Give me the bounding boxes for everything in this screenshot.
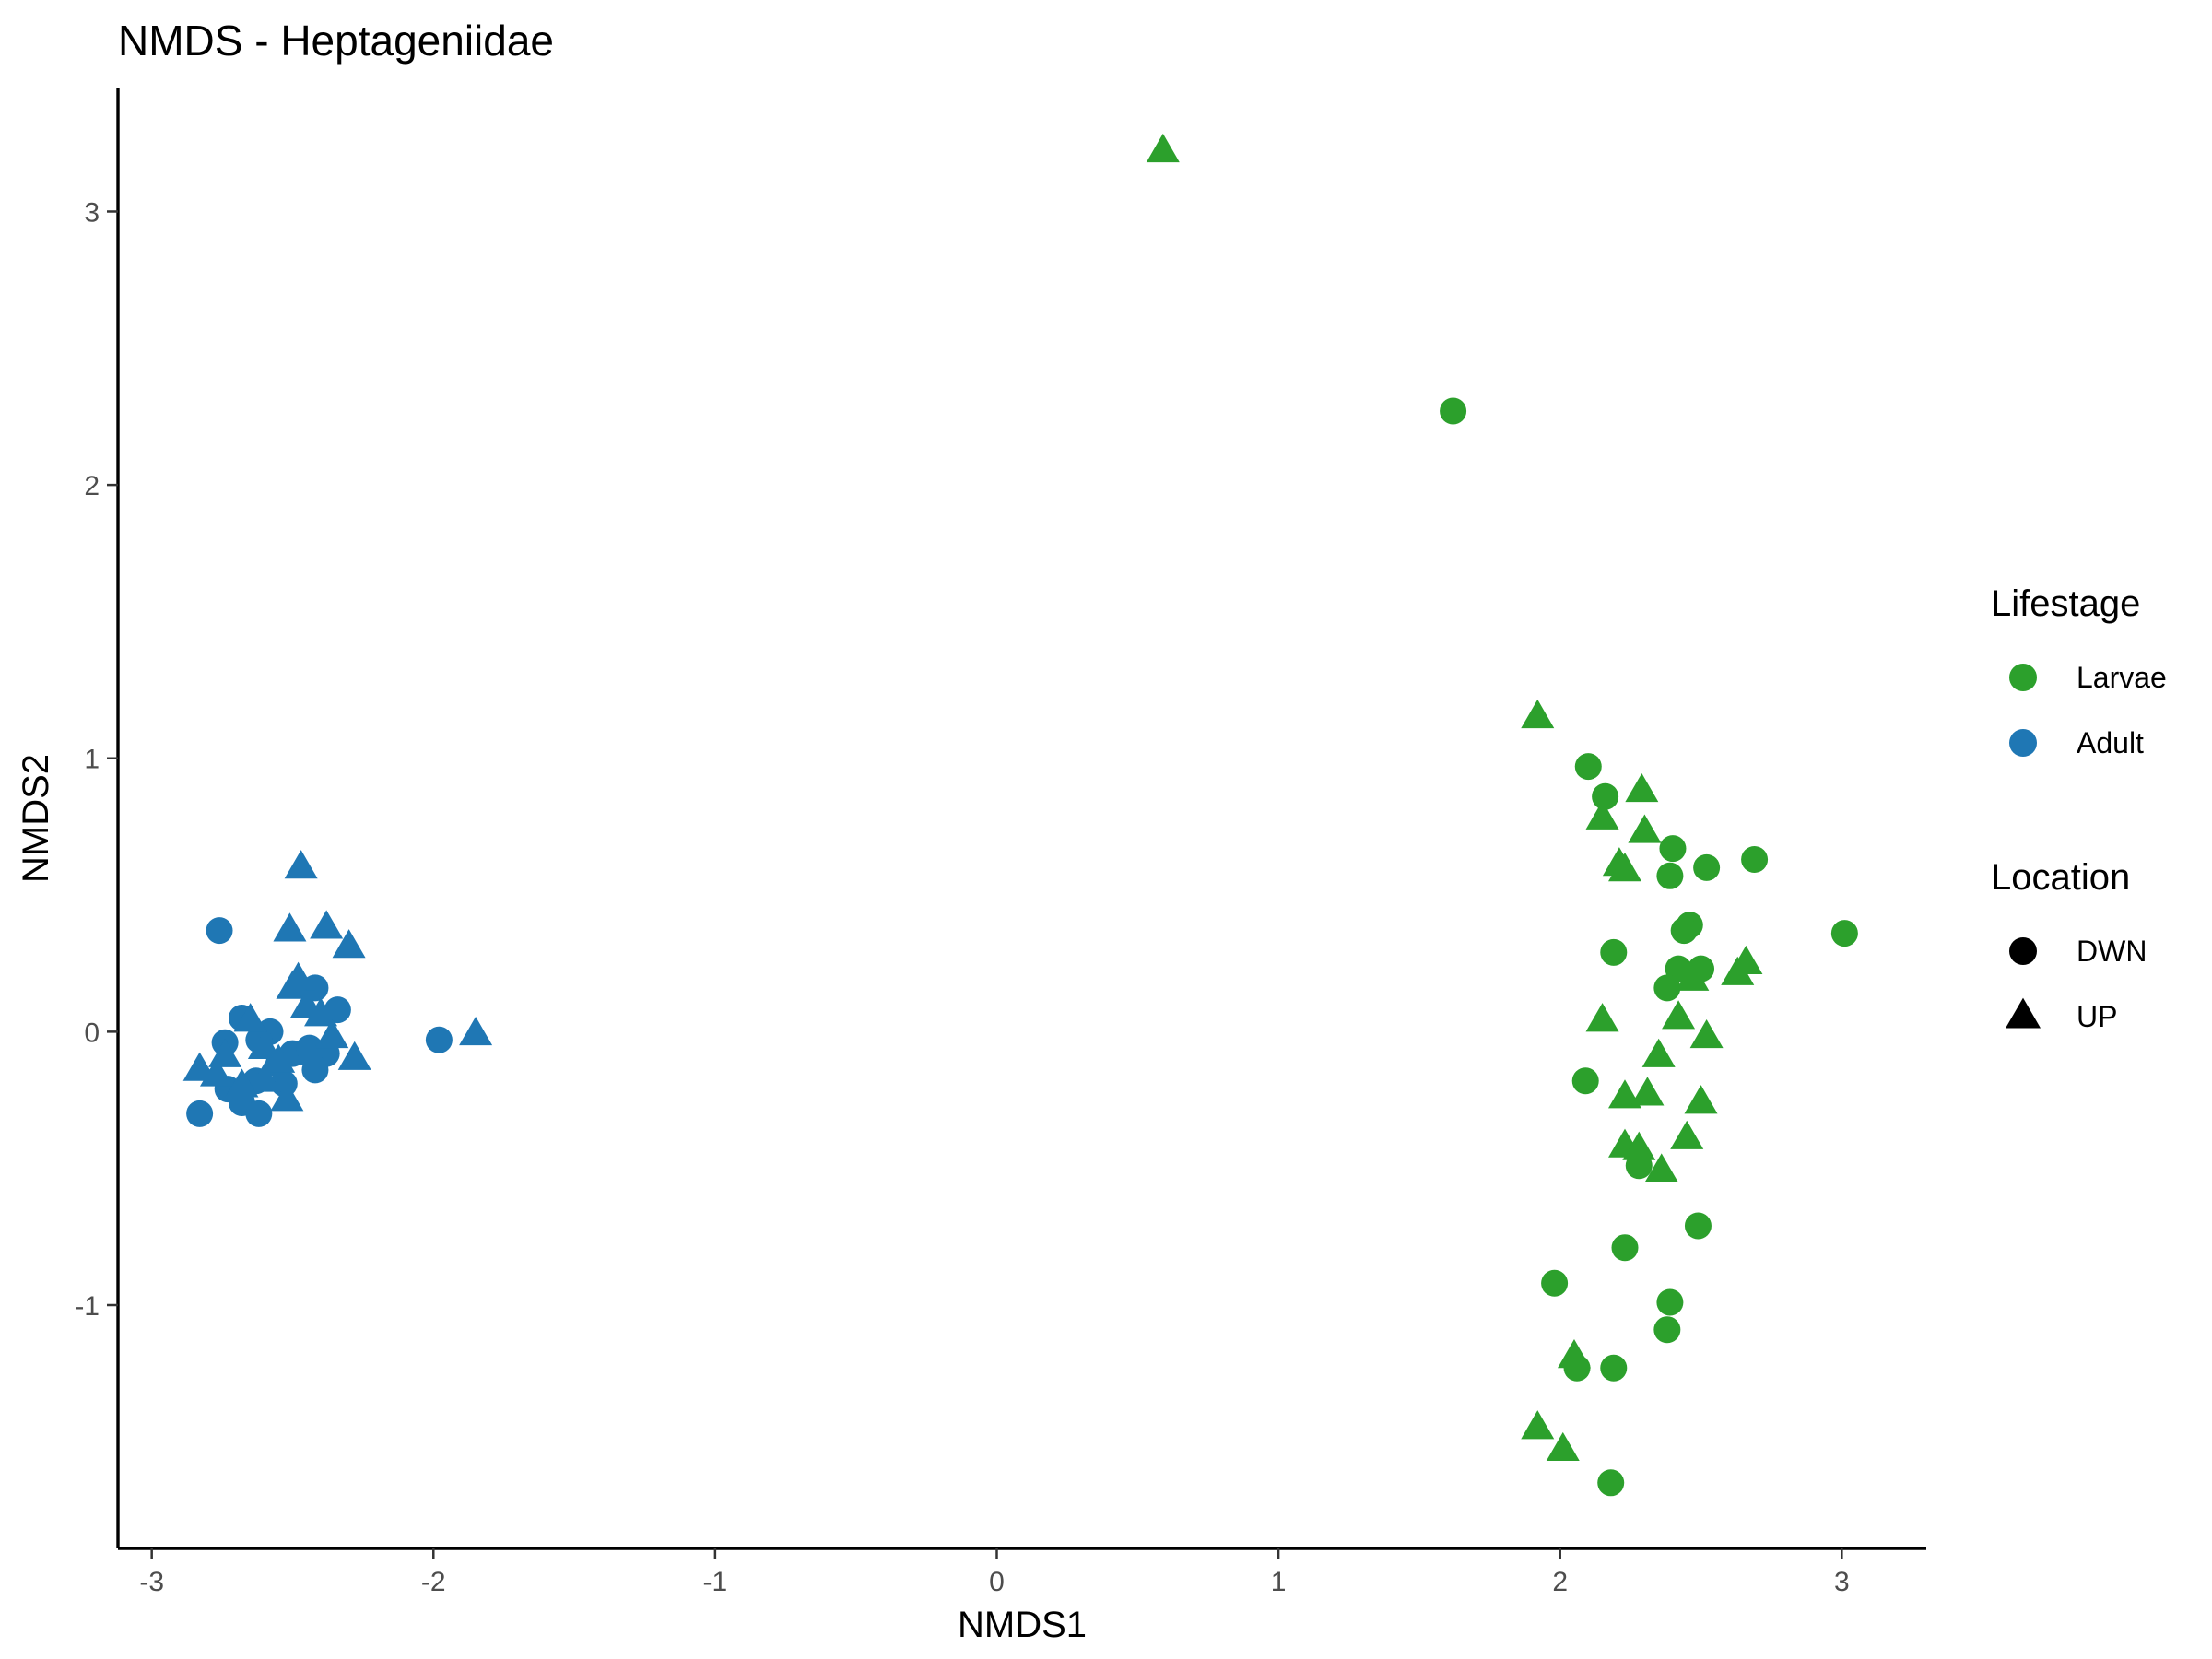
point-adult-up: [247, 1063, 281, 1092]
legend-key-circle: [2009, 729, 2037, 757]
x-tick-label: 2: [1552, 1567, 1568, 1597]
legend-title: Location: [1991, 857, 2130, 898]
point-adult-up: [315, 1018, 349, 1049]
point-adult-dwn: [206, 917, 233, 945]
point-larvae-dwn: [1600, 938, 1628, 966]
x-tick-label: 3: [1834, 1567, 1850, 1597]
y-axis-ticks: -1 0 1 2 3: [75, 197, 118, 1322]
point-larvae-dwn: [1659, 835, 1687, 863]
point-larvae-dwn: [1600, 1354, 1628, 1382]
point-larvae-up: [1625, 773, 1659, 803]
point-adult-dwn: [186, 1100, 214, 1127]
point-adult-up: [247, 1030, 281, 1060]
point-adult-up: [310, 910, 344, 939]
point-adult-up: [270, 1082, 304, 1112]
point-larvae-dwn: [1592, 782, 1619, 810]
point-larvae-up: [1662, 1000, 1696, 1030]
point-larvae-dwn: [1653, 1316, 1681, 1344]
legend-label: Larvae: [2077, 661, 2167, 694]
x-tick-label: -3: [139, 1567, 164, 1597]
point-larvae-up: [1644, 1153, 1678, 1182]
x-tick-label: 1: [1271, 1567, 1287, 1597]
y-tick-label: 3: [84, 197, 100, 228]
legend: Lifestage Larvae Adult Location DWN UP: [1991, 583, 2167, 1033]
legend-key-circle: [2009, 664, 2037, 691]
point-larvae-up: [1546, 1431, 1580, 1462]
point-larvae-dwn: [1541, 1269, 1569, 1297]
point-larvae-up: [1676, 961, 1710, 991]
point-adult-up: [284, 850, 318, 879]
point-larvae-dwn: [1656, 1288, 1684, 1316]
legend-label: UP: [2077, 1000, 2117, 1033]
point-larvae-dwn: [1656, 862, 1684, 889]
point-larvae-dwn: [1741, 845, 1769, 873]
point-adult-up: [459, 1017, 493, 1046]
point-adult-up: [273, 912, 307, 942]
point-larvae-up: [1641, 1038, 1676, 1067]
point-adult-up: [332, 929, 366, 959]
x-axis-title: NMDS1: [958, 1605, 1087, 1645]
x-axis-ticks: -3 -2 -1 0 1 2 3: [139, 1548, 1850, 1597]
point-adult-up: [262, 1043, 296, 1073]
point-larvae-dwn: [1574, 753, 1602, 781]
x-tick-label: -2: [421, 1567, 446, 1597]
point-adult-up: [276, 970, 310, 999]
point-larvae-up: [1628, 814, 1662, 843]
points-layer: [182, 133, 1858, 1497]
y-tick-label: 0: [84, 1018, 100, 1048]
x-tick-label: 0: [989, 1567, 1005, 1597]
point-larvae-up: [1689, 1018, 1724, 1049]
point-adult-up: [225, 1068, 259, 1098]
point-larvae-dwn: [1684, 1212, 1712, 1240]
y-axis-title: NMDS2: [16, 754, 56, 883]
point-larvae-up: [1622, 1131, 1656, 1160]
point-adult-dwn: [245, 1100, 273, 1127]
legend-label: Adult: [2077, 726, 2144, 759]
point-larvae-dwn: [1597, 1469, 1625, 1497]
legend-label: DWN: [2077, 935, 2147, 968]
chart-title: NMDS - Heptageniidae: [118, 17, 554, 65]
x-tick-label: -1: [703, 1567, 728, 1597]
point-larvae-up: [1729, 945, 1763, 975]
point-larvae-dwn: [1693, 853, 1721, 881]
point-adult-up: [199, 1057, 233, 1087]
point-larvae-up: [1608, 853, 1641, 882]
legend-title: Lifestage: [1991, 583, 2140, 624]
point-larvae-up: [1630, 1077, 1665, 1106]
y-tick-label: 2: [84, 471, 100, 501]
point-adult-up: [304, 997, 338, 1027]
point-larvae-dwn: [1653, 974, 1681, 1002]
point-larvae-up: [1585, 1003, 1619, 1032]
point-larvae-up: [1670, 1120, 1704, 1149]
legend-key-circle: [2009, 937, 2037, 965]
point-adult-dwn: [425, 1026, 453, 1053]
point-adult-up: [233, 1003, 267, 1032]
point-larvae-dwn: [1670, 917, 1698, 945]
point-larvae-up: [1557, 1339, 1591, 1369]
point-larvae-dwn: [1830, 920, 1858, 947]
point-larvae-up: [1146, 133, 1180, 163]
point-larvae-dwn: [1440, 397, 1467, 425]
legend-key-triangle: [2006, 997, 2041, 1029]
y-tick-label: 1: [84, 745, 100, 775]
point-larvae-up: [1684, 1085, 1718, 1114]
point-larvae-up: [1521, 1410, 1555, 1440]
y-tick-label: -1: [75, 1291, 100, 1322]
point-larvae-up: [1521, 699, 1555, 729]
point-larvae-up: [1608, 1079, 1641, 1109]
point-adult-up: [337, 1041, 371, 1070]
point-larvae-dwn: [1571, 1067, 1599, 1095]
point-larvae-dwn: [1611, 1234, 1639, 1262]
point-larvae-up: [1585, 800, 1619, 830]
point-adult-up: [292, 1035, 326, 1065]
